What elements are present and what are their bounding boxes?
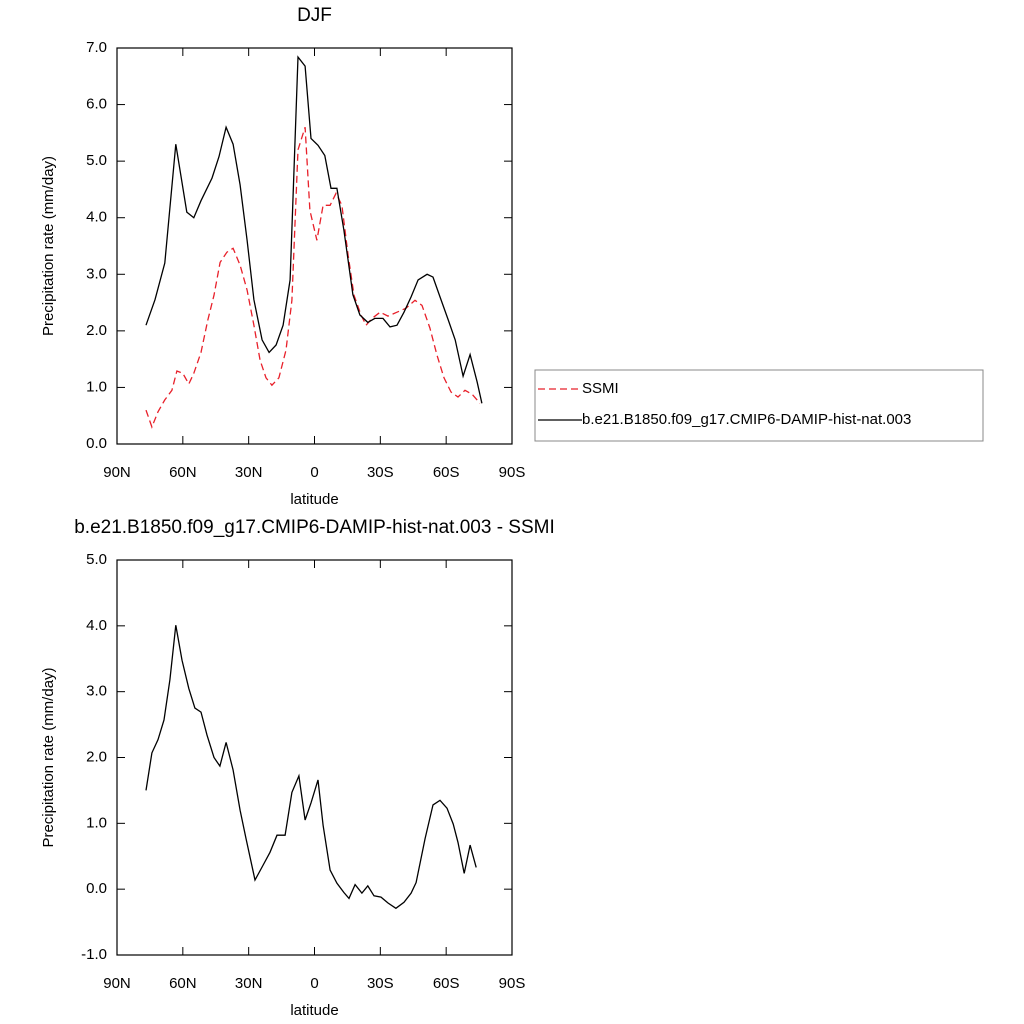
y-tick-label: 0.0 [86,880,107,897]
x-tick-label: 90N [103,975,131,992]
y-tick-label: 3.0 [86,265,107,282]
x-tick-label: 60S [433,464,460,481]
y-tick-label: 1.0 [86,814,107,831]
y-tick-label: 0.0 [86,435,107,452]
legend-label: SSMI [582,380,619,397]
x-tick-label: 30S [367,464,394,481]
chart-title: b.e21.B1850.f09_g17.CMIP6-DAMIP-hist-nat… [74,517,555,538]
x-axis-label: latitude [290,1002,338,1019]
data-line [145,55,483,404]
y-tick-label: 5.0 [86,551,107,568]
plot-frame [116,47,513,445]
x-tick-label: 30S [367,975,394,992]
chart-title: DJF [297,5,332,26]
y-tick-label: 4.0 [86,617,107,634]
plot-frame [116,559,513,956]
y-tick-label: 3.0 [86,683,107,700]
x-tick-label: 30N [235,975,263,992]
y-tick-label: 2.0 [86,748,107,765]
x-tick-label: 60N [169,975,197,992]
y-tick-label: 2.0 [86,322,107,339]
y-tick-label: 5.0 [86,152,107,169]
legend-label: b.e21.B1850.f09_g17.CMIP6-DAMIP-hist-nat… [582,411,911,428]
x-tick-label: 60S [433,975,460,992]
y-axis-label: Precipitation rate (mm/day) [40,156,57,336]
x-tick-label: 0 [310,464,318,481]
x-tick-label: 90S [499,464,526,481]
x-tick-label: 90S [499,975,526,992]
y-tick-label: 7.0 [86,39,107,56]
x-tick-label: 60N [169,464,197,481]
y-tick-label: 6.0 [86,96,107,113]
data-line [145,625,477,910]
y-tick-label: 4.0 [86,209,107,226]
x-tick-label: 90N [103,464,131,481]
y-tick-label: 1.0 [86,378,107,395]
y-tick-label: -1.0 [81,946,107,963]
x-tick-label: 30N [235,464,263,481]
x-axis-label: latitude [290,491,338,508]
x-tick-label: 0 [310,975,318,992]
y-axis-label: Precipitation rate (mm/day) [40,667,57,847]
data-line [145,127,481,429]
legend-box [534,369,984,442]
